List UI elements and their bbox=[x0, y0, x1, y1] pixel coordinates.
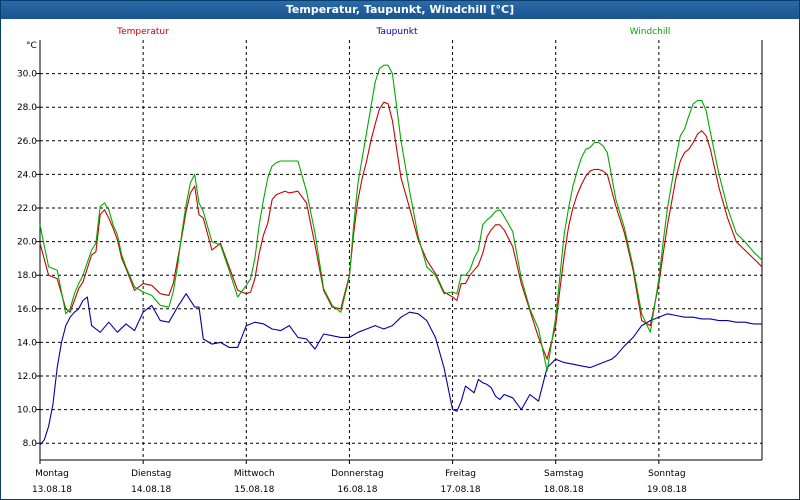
y-tick-label: 14.0 bbox=[17, 338, 37, 348]
series-line-temperatur bbox=[39, 101, 763, 360]
legend-windchill: Windchill bbox=[630, 27, 671, 37]
y-tick-label: 18.0 bbox=[17, 271, 37, 281]
legend-taupunkt: Taupunkt bbox=[375, 27, 418, 37]
x-tick-date: 16.08.18 bbox=[337, 485, 377, 495]
y-tick-label: 24.0 bbox=[17, 170, 37, 180]
grid-layer bbox=[40, 40, 762, 460]
y-tick-label: 26.0 bbox=[17, 137, 37, 147]
series-layer bbox=[39, 64, 763, 446]
x-tick-date: 17.08.18 bbox=[441, 485, 481, 495]
y-tick-label: 8.0 bbox=[23, 439, 38, 449]
y-tick-label: 30.0 bbox=[17, 70, 37, 80]
legend-temperatur: Temperatur bbox=[116, 27, 169, 37]
x-tick-weekday: Sonntag bbox=[648, 469, 685, 479]
x-tick-weekday: Mittwoch bbox=[234, 469, 275, 479]
y-tick-label: 16.0 bbox=[17, 305, 37, 315]
x-tick-weekday: Samstag bbox=[544, 469, 583, 479]
x-tick-weekday: Montag bbox=[35, 469, 69, 479]
x-tick-date: 13.08.18 bbox=[32, 485, 72, 495]
window-title: Temperatur, Taupunkt, Windchill [°C] bbox=[1, 1, 799, 19]
x-tick-date: 19.08.18 bbox=[647, 485, 687, 495]
y-axis-label: °C bbox=[26, 41, 37, 51]
axes-layer bbox=[36, 40, 763, 464]
y-tick-label: 10.0 bbox=[17, 406, 37, 416]
x-tick-weekday: Freitag bbox=[445, 469, 476, 479]
y-tick-label: 22.0 bbox=[17, 204, 37, 214]
x-tick-date: 15.08.18 bbox=[234, 485, 274, 495]
x-tick-weekday: Donnerstag bbox=[331, 469, 384, 479]
y-tick-label: 20.0 bbox=[17, 238, 37, 248]
series-line-windchill bbox=[39, 64, 763, 372]
y-tick-label: 12.0 bbox=[17, 372, 37, 382]
x-tick-weekday: Dienstag bbox=[131, 469, 171, 479]
labels-layer: 8.0 10.0 12.0 14.0 16.0 18.0 20.0 22.0 24.0 26.0 2… bbox=[17, 27, 687, 495]
x-tick-date: 18.08.18 bbox=[544, 485, 584, 495]
y-tick-label: 28.0 bbox=[17, 103, 37, 113]
x-tick-date: 14.08.18 bbox=[131, 485, 171, 495]
series-line-taupunkt bbox=[39, 293, 762, 446]
